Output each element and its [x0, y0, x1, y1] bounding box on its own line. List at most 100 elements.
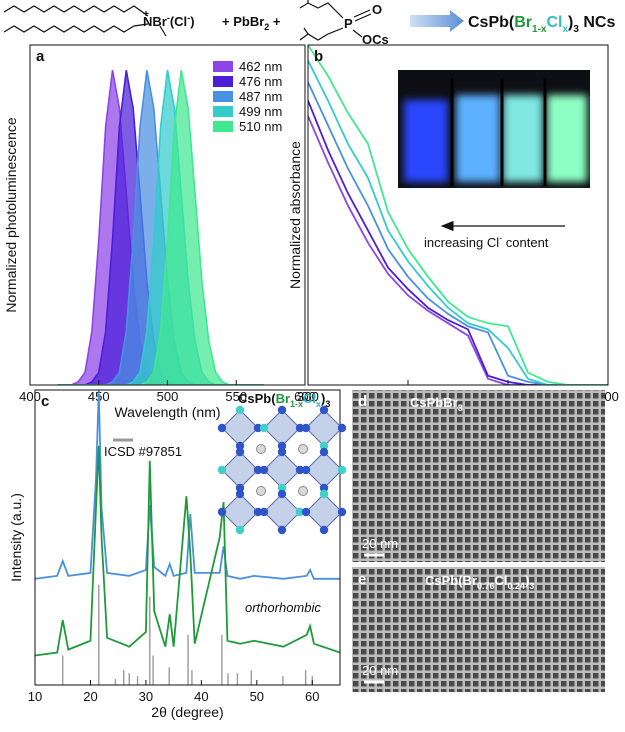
halide-atom — [259, 465, 269, 475]
caption: CsPb(Br0.76Cl0.24)3 — [425, 573, 534, 591]
legend-label: 487 nm — [239, 89, 282, 104]
vial — [547, 95, 587, 182]
caption: CsPbBr3 — [410, 395, 463, 413]
x-tick-label: 50 — [250, 689, 264, 704]
halide-atom — [319, 405, 329, 415]
panel-label: d — [358, 393, 367, 410]
x-axis-label: Wavelength (nm) — [114, 404, 220, 420]
x-tick-label: 30 — [139, 689, 153, 704]
halide-atom — [253, 465, 263, 475]
plot-area — [308, 45, 608, 385]
formula: CsPb(Br1-xClx)3 — [238, 391, 330, 409]
halide-atom — [301, 423, 311, 433]
legend-label: 462 nm — [239, 59, 282, 74]
vial — [503, 95, 543, 182]
y-axis-label: Intensity (a.u.) — [8, 493, 24, 582]
alkyl-chain — [3, 23, 149, 33]
cs-atom — [298, 444, 308, 454]
tem-d: d CsPbBr3 20 nm — [352, 390, 605, 562]
legend-label: 510 nm — [239, 119, 282, 134]
halide-atom — [253, 507, 263, 517]
scale-label: 20 nm — [362, 536, 398, 551]
annotation: orthorhombic — [245, 600, 321, 615]
octahedron — [221, 451, 259, 489]
halide-atom — [235, 489, 245, 499]
ocs: OCs — [362, 32, 389, 47]
phosphorus: P — [344, 16, 353, 31]
halide-atom — [337, 507, 347, 517]
halide-atom — [235, 405, 245, 415]
alkyl-chain — [3, 5, 149, 17]
halide-atom — [235, 441, 245, 451]
halide-atom — [319, 483, 329, 493]
product: CsPb(Br1-xClx)3 NCs — [468, 14, 615, 35]
halide-atom — [277, 525, 287, 535]
legend-label: 476 nm — [239, 74, 282, 89]
tem-image — [352, 567, 605, 692]
double-bond — [354, 13, 372, 22]
tem-image — [352, 390, 605, 562]
trace — [308, 45, 608, 385]
axes-frame — [34, 389, 341, 686]
bond — [352, 29, 363, 38]
cs-atom — [298, 486, 308, 496]
x-tick-label: 60 — [305, 689, 319, 704]
halide-atom — [217, 465, 227, 475]
x-tick-label: 400 — [19, 389, 41, 404]
trace — [308, 60, 608, 385]
halide-atom — [295, 465, 305, 475]
octahedron — [263, 451, 301, 489]
x-tick-label: 20 — [83, 689, 97, 704]
tem-e: e CsPb(Br0.76Cl0.24)3 20 nm — [352, 567, 605, 692]
halide-atom — [259, 507, 269, 517]
halide-atom — [319, 441, 329, 451]
trace — [308, 100, 608, 385]
panel-label: a — [36, 48, 45, 65]
legend-label: ICSD #97851 — [104, 444, 182, 459]
reaction-arrow — [410, 10, 464, 32]
methyl — [159, 25, 167, 37]
halide-atom — [277, 483, 287, 493]
halide-atom — [259, 423, 269, 433]
lead-bromide: + PbBr2 + — [222, 14, 281, 32]
annotation: increasing Cl- content — [424, 233, 549, 250]
halide-atom — [277, 447, 287, 457]
x-tick-label: 600 — [294, 389, 316, 404]
vial-photo — [398, 70, 590, 188]
octahedron — [305, 409, 343, 447]
plot-area — [35, 390, 340, 685]
pl-peak — [57, 70, 264, 385]
vial — [456, 95, 500, 182]
legend-swatch — [213, 121, 233, 132]
halide-atom — [235, 525, 245, 535]
pl-peak — [57, 70, 264, 385]
trace — [308, 115, 608, 385]
legend-swatch — [213, 106, 233, 117]
octahedron — [263, 493, 301, 531]
octahedron — [305, 451, 343, 489]
halide-atom — [319, 489, 329, 499]
vial — [404, 100, 448, 182]
cs-atom — [256, 486, 266, 496]
legend-swatch — [213, 76, 233, 87]
x-axis-label: 2θ (degree) — [151, 704, 223, 720]
axes-frame — [307, 44, 609, 386]
octahedron — [221, 409, 259, 447]
trace — [35, 446, 340, 657]
branch — [303, 27, 309, 35]
y-axis-label: Normalized absorbance — [287, 141, 303, 289]
trace — [35, 390, 340, 580]
halide-atom — [235, 483, 245, 493]
alkyl-chain — [299, 27, 344, 41]
legend-swatch — [213, 91, 233, 102]
halide-atom — [235, 447, 245, 457]
legend-label: 499 nm — [239, 104, 282, 119]
halide-atom — [217, 423, 227, 433]
y-axis-label: Normalized photoluminescence — [3, 117, 19, 313]
halide-atom — [337, 423, 347, 433]
halide-atom — [277, 405, 287, 415]
x-tick-label: 10 — [28, 689, 42, 704]
halide-atom — [301, 465, 311, 475]
